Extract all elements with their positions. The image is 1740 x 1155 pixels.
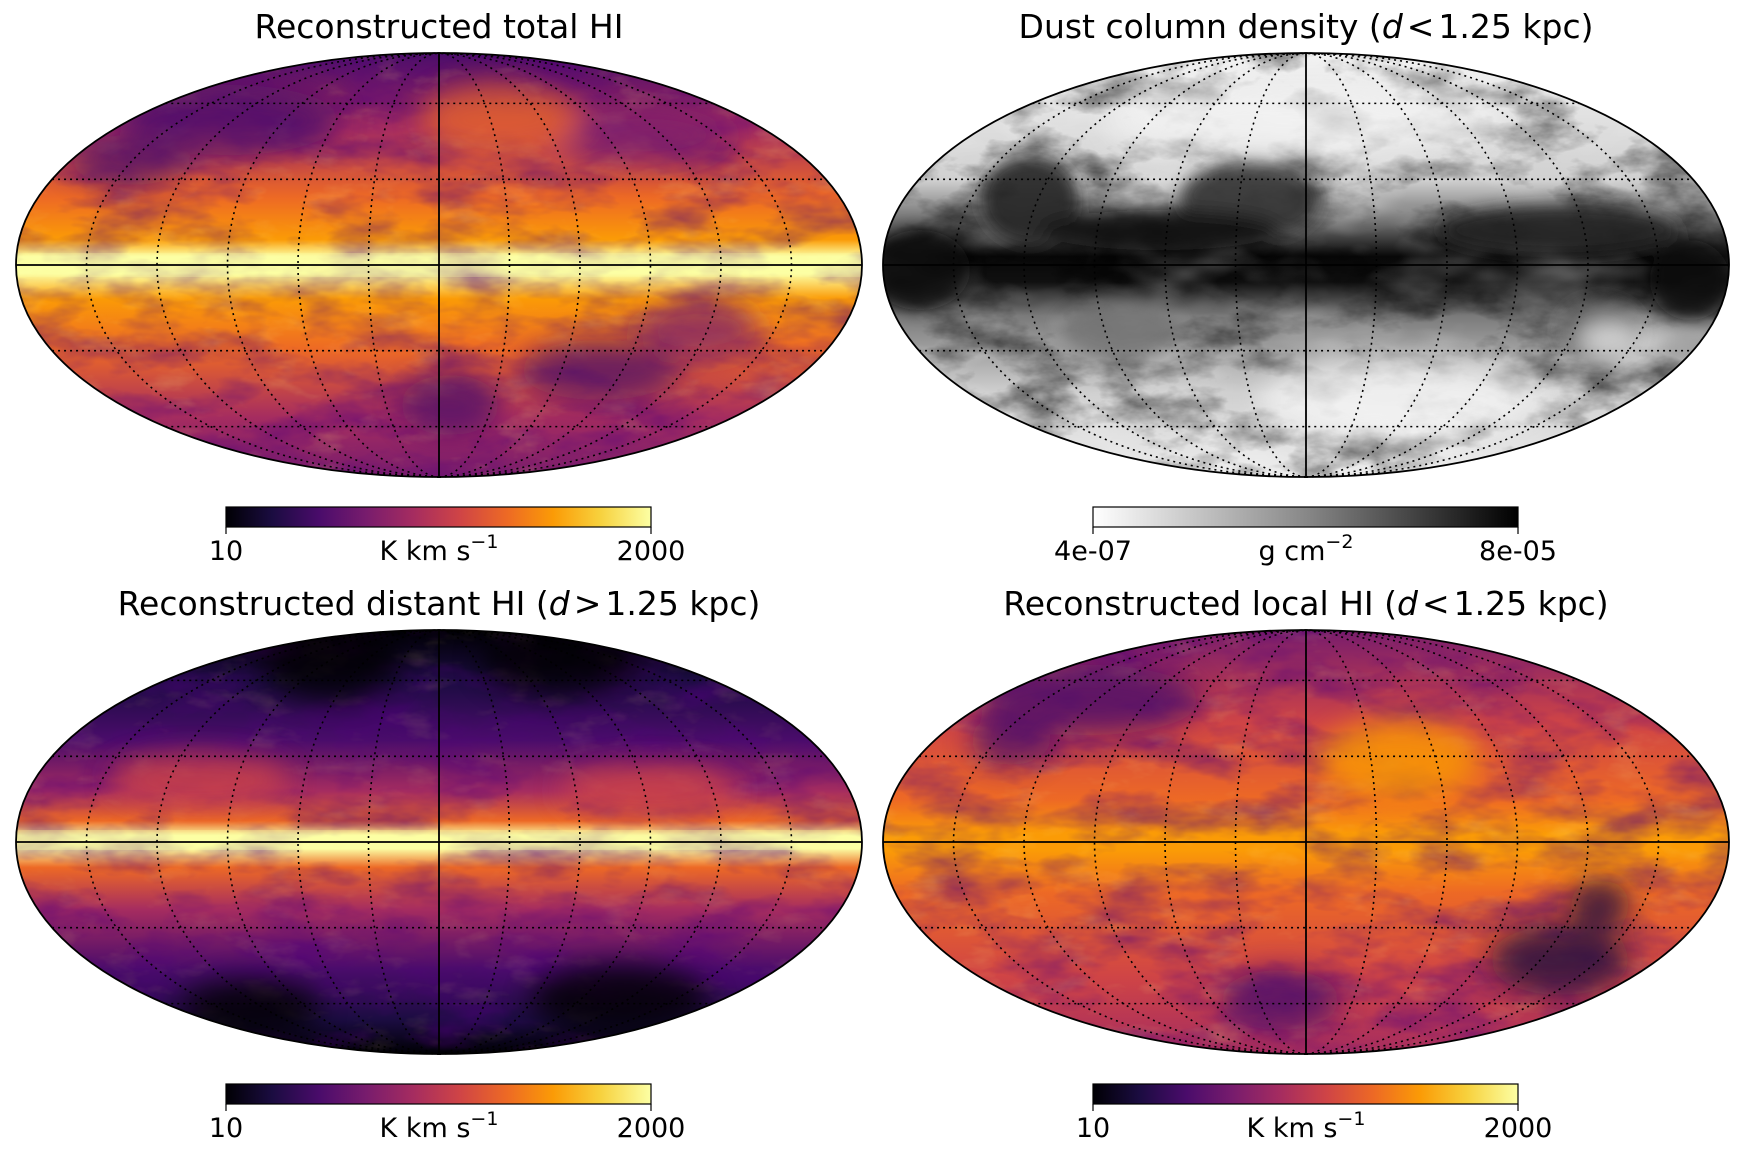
colorbar-unit-label: K km s−1 (1247, 1108, 1366, 1144)
colorbar-max-label: 2000 (617, 1113, 686, 1144)
panel-title: Reconstructed local HI (d <1.25 kpc) (1003, 584, 1608, 623)
colorbar-gradient (1092, 506, 1519, 528)
colorbar-min-label: 10 (1076, 1113, 1110, 1144)
colorbar-unit-label: K km s−1 (380, 1108, 499, 1144)
colorbar-max-label: 2000 (1484, 1113, 1553, 1144)
colorbar-local-hi: 10 K km s−1 2000 (1076, 1083, 1553, 1144)
colorbar-gradient (1092, 1083, 1519, 1105)
graticule-meridian (438, 52, 652, 478)
colorbar-unit-label: K km s−1 (380, 531, 499, 567)
colorbar-max-label: 2000 (617, 536, 686, 567)
colorbar-distant-hi: 10 K km s−1 2000 (209, 1083, 686, 1144)
colorbar-unit-label: g cm−2 (1259, 531, 1354, 567)
panel-total-hi: Reconstructed total HI (15, 7, 863, 478)
map-outline (882, 629, 1730, 1055)
graticule-meridian (226, 52, 440, 478)
colorbar-min-label: 10 (209, 536, 243, 567)
graticule-meridian (1305, 629, 1519, 1055)
map-outline (15, 52, 863, 478)
map-outline (15, 629, 863, 1055)
panel-distant-hi: Reconstructed distant HI (d >1.25 kpc) (15, 584, 863, 1055)
graticule-meridian (1093, 52, 1307, 478)
colorbar-min-label: 10 (209, 1113, 243, 1144)
colorbar-total-hi: 10 K km s−1 2000 (209, 506, 686, 567)
graticule-meridian (226, 629, 440, 1055)
panel-title: Dust column density (d <1.25 kpc) (1019, 7, 1594, 46)
colorbar-gradient (225, 506, 652, 528)
panel-title: Reconstructed distant HI (d >1.25 kpc) (118, 584, 761, 623)
graticule-meridian (1305, 52, 1519, 478)
panel-title: Reconstructed total HI (255, 7, 624, 46)
colorbar-dust: 4e-07 g cm−2 8e-05 (1054, 506, 1557, 567)
panel-dust-column-density: Dust column density (d <1.25 kpc) (882, 7, 1730, 478)
panel-local-hi: Reconstructed local HI (d <1.25 kpc) (882, 584, 1730, 1055)
map-outline (882, 52, 1730, 478)
colorbar-min-label: 4e-07 (1054, 536, 1132, 567)
graticule-meridian (1093, 629, 1307, 1055)
graticule-meridian (438, 629, 652, 1055)
colorbar-max-label: 8e-05 (1479, 536, 1557, 567)
colorbar-gradient (225, 1083, 652, 1105)
